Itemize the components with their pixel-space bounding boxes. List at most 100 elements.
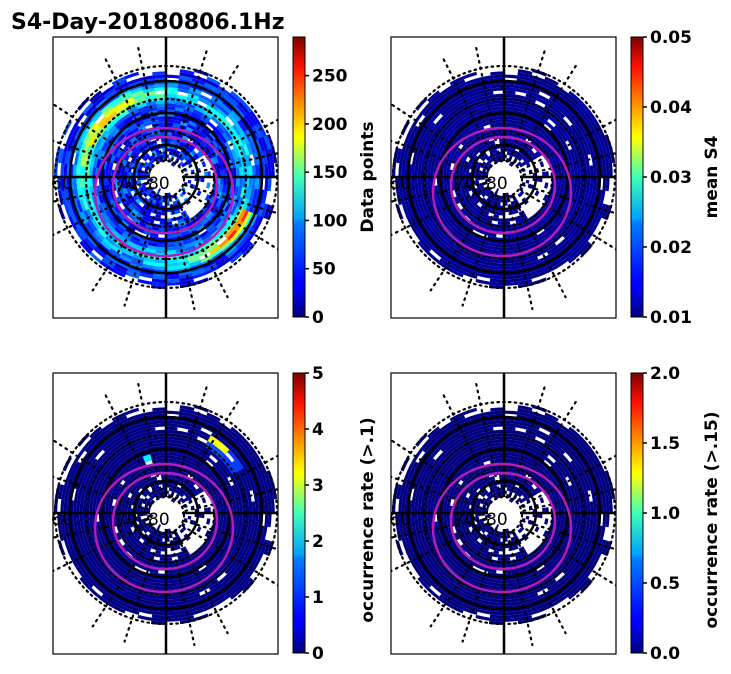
heatmap-bin (92, 542, 100, 553)
heatmap-bin (448, 463, 457, 473)
heatmap-bin (442, 221, 452, 232)
heatmap-bin (193, 489, 200, 496)
heatmap-bin (237, 208, 246, 221)
heatmap-bin (466, 573, 478, 581)
heatmap-bin (135, 226, 144, 234)
heatmap-bin (488, 178, 492, 182)
heatmap-bin (247, 112, 258, 127)
heatmap-bin (507, 148, 512, 153)
heatmap-bin (211, 140, 219, 149)
heatmap-bin (171, 468, 178, 473)
heatmap-bin (204, 82, 218, 92)
heatmap-bin (138, 239, 149, 245)
heatmap-bin (183, 445, 194, 451)
heatmap-bin (406, 459, 416, 474)
heatmap-bin (449, 604, 464, 614)
heatmap-bin (524, 495, 529, 501)
heatmap-bin (82, 223, 93, 236)
heatmap-bin (235, 167, 240, 178)
heatmap-bin (576, 438, 588, 451)
heatmap-bin (449, 76, 464, 86)
heatmap-bin (207, 579, 219, 588)
heatmap-bin (450, 148, 457, 157)
heatmap-bin (460, 584, 473, 593)
heatmap-bin (435, 227, 446, 239)
heatmap-bin (456, 487, 463, 495)
heatmap-bin (124, 407, 140, 416)
heatmap-bin (136, 580, 147, 588)
heatmap-bin (73, 188, 80, 201)
heatmap-bin (589, 215, 599, 229)
heatmap-bin (183, 151, 189, 157)
heatmap-bin (132, 553, 141, 561)
heatmap-bin (513, 545, 519, 551)
heatmap-bin (488, 495, 493, 500)
heatmap-bin (459, 94, 472, 103)
heatmap-bin (467, 196, 474, 203)
heatmap-bin (466, 522, 472, 528)
heatmap-bin (575, 493, 581, 504)
heatmap-bin (601, 204, 610, 219)
heatmap-bin (107, 250, 120, 261)
heatmap-bin (513, 199, 519, 204)
heatmap-bin (486, 497, 491, 502)
heatmap-bin (472, 117, 481, 125)
heatmap-bin (183, 143, 190, 150)
heatmap-bin (156, 106, 167, 111)
heatmap-bin (235, 237, 248, 250)
heatmap-bin (474, 204, 481, 210)
heatmap-bin (103, 591, 117, 602)
axes-frame (52, 36, 279, 319)
heatmap-bin (165, 227, 174, 232)
heatmap-bin (556, 498, 562, 507)
heatmap-bin (187, 482, 194, 489)
heatmap-bin (222, 242, 234, 254)
heatmap-bin (503, 275, 518, 280)
heatmap-bin (146, 436, 157, 442)
heatmap-bin (475, 123, 484, 130)
heatmap-bin (110, 473, 118, 483)
heatmap-bin (495, 188, 500, 192)
heatmap-bin (433, 474, 441, 485)
heatmap-bin (222, 454, 233, 465)
heatmap-bin (569, 109, 581, 121)
heatmap-bin (166, 106, 176, 111)
heatmap-bin (459, 530, 466, 537)
heatmap-bin (127, 533, 133, 541)
heatmap-bin (481, 487, 487, 493)
heatmap-bin (504, 458, 512, 463)
heatmap-bin (135, 198, 142, 205)
heatmap-bin (465, 485, 472, 493)
heatmap-bin (510, 562, 519, 567)
heatmap-bin (427, 135, 435, 147)
heatmap-bin (435, 530, 442, 540)
heatmap-bin (486, 469, 494, 475)
heatmap-bin (452, 82, 467, 92)
heatmap-bin (478, 490, 484, 496)
heatmap-bin (537, 140, 545, 148)
heatmap-bin (516, 75, 531, 82)
heatmap-bin (143, 151, 149, 157)
heatmap-bin (526, 426, 539, 434)
heatmap-bin (487, 501, 492, 505)
heatmap-bin (545, 171, 549, 178)
heatmap-bin (212, 567, 223, 577)
heatmap-bin (443, 122, 453, 133)
heatmap-bin (440, 548, 449, 558)
heatmap-bin (132, 93, 145, 101)
heatmap-bin (196, 561, 205, 569)
heatmap-bin (515, 424, 528, 430)
heatmap-bin (496, 455, 505, 460)
heatmap-bin (128, 498, 134, 504)
heatmap-bin (206, 104, 217, 114)
heatmap-bin (422, 573, 434, 586)
heatmap-bin (587, 188, 593, 201)
plot-area (53, 373, 278, 654)
heatmap-bin (461, 464, 470, 473)
heatmap-bin (471, 483, 477, 490)
heatmap-bin (457, 254, 470, 263)
heatmap-bin (178, 411, 193, 418)
heatmap-bin (474, 540, 481, 546)
heatmap-bin (510, 536, 515, 541)
heatmap-bin (145, 154, 151, 159)
